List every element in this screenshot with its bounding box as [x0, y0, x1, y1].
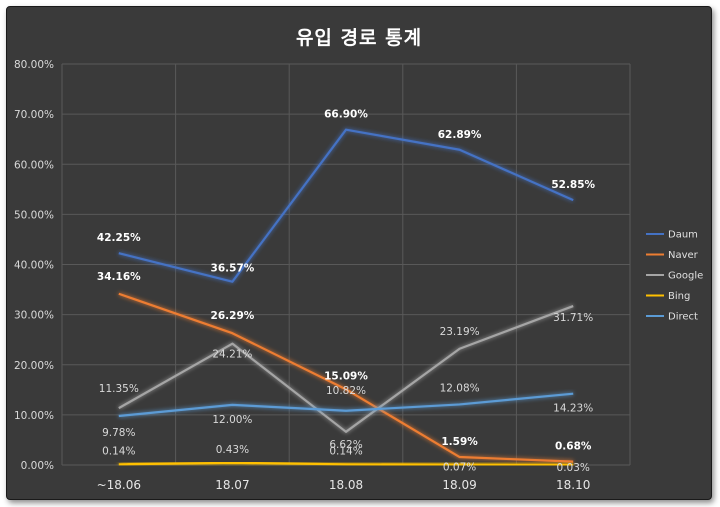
data-label-direct: 9.78% — [102, 427, 135, 439]
series-line-direct — [118, 392, 574, 418]
data-label-google: 11.35% — [99, 383, 139, 395]
data-label-daum: 42.25% — [97, 232, 141, 244]
legend-label-direct: Direct — [668, 312, 698, 323]
legend-label-naver: Naver — [668, 250, 699, 261]
y-tick-label: 0.00% — [21, 460, 54, 472]
data-label-bing: 0.43% — [216, 444, 249, 456]
data-label-direct: 12.00% — [212, 414, 252, 426]
x-tick-label: 18.07 — [215, 478, 249, 492]
series-line-naver — [118, 292, 574, 463]
chart-title: 유입 경로 통계 — [295, 27, 423, 49]
y-tick-label: 50.00% — [14, 209, 54, 221]
y-tick-label: 20.00% — [14, 360, 54, 372]
y-tick-label: 60.00% — [14, 159, 54, 171]
legend-label-bing: Bing — [668, 291, 690, 302]
data-label-google: 23.19% — [440, 326, 480, 338]
data-label-bing: 0.07% — [443, 462, 476, 474]
legend-label-google: Google — [668, 271, 703, 282]
series-lines — [118, 128, 574, 466]
chart-frame: 유입 경로 통계 — [6, 6, 712, 500]
data-label-daum: 52.85% — [551, 179, 595, 191]
legend: Daum Naver Google Bing Direct — [646, 230, 703, 323]
data-labels: 42.25% 36.57% 66.90% 62.89% 52.85% 34.16% 26.2… — [97, 109, 596, 474]
x-tick-label: 18.10 — [556, 478, 590, 492]
data-label-google: 31.71% — [553, 312, 593, 324]
x-tick-label: 18.09 — [442, 478, 476, 492]
legend-label-daum: Daum — [668, 230, 698, 241]
y-tick-label: 40.00% — [14, 260, 54, 272]
data-label-bing: 0.03% — [557, 462, 590, 474]
data-label-google: 6.62% — [329, 439, 362, 451]
data-label-daum: 36.57% — [211, 263, 255, 275]
series-line-daum — [118, 128, 574, 283]
data-label-naver: 26.29% — [211, 310, 255, 322]
data-label-direct: 14.23% — [553, 403, 593, 415]
data-label-naver: 0.68% — [555, 441, 592, 453]
axes: 0.00% 10.00% 20.00% 30.00% 40.00% 50.00% 60.00… — [14, 59, 590, 492]
data-label-bing: 0.14% — [329, 445, 362, 457]
y-tick-label: 10.00% — [14, 410, 54, 422]
data-label-naver: 15.09% — [324, 370, 368, 382]
data-label-google: 24.21% — [212, 349, 252, 361]
y-tick-label: 70.00% — [14, 109, 54, 121]
data-label-direct: 12.08% — [440, 382, 480, 394]
grid — [61, 63, 631, 466]
series-line-google — [118, 305, 574, 433]
x-tick-label: 18.08 — [329, 478, 363, 492]
data-label-daum: 66.90% — [324, 109, 368, 121]
x-tick-label: ~18.06 — [97, 478, 141, 492]
data-label-daum: 62.89% — [438, 129, 482, 141]
data-label-naver: 34.16% — [97, 271, 141, 283]
y-tick-label: 80.00% — [14, 59, 54, 71]
data-label-naver: 1.59% — [441, 436, 478, 448]
series-line-bing — [118, 461, 574, 466]
y-tick-label: 30.00% — [14, 310, 54, 322]
data-label-bing: 0.14% — [102, 445, 135, 457]
data-label-direct: 10.82% — [326, 385, 366, 397]
